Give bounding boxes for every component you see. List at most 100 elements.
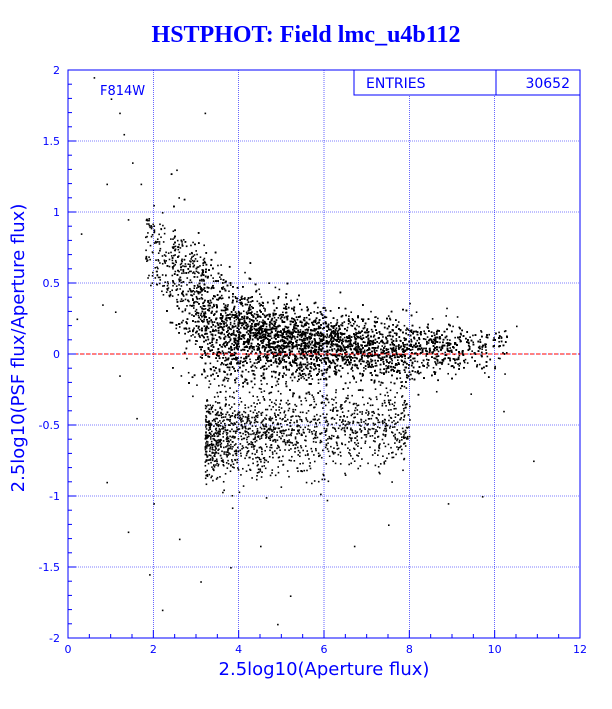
data-point-858	[269, 326, 271, 328]
data-point-978	[178, 197, 180, 199]
data-point-1036	[343, 321, 346, 323]
data-point-699	[279, 354, 282, 357]
data-point-894	[244, 341, 246, 344]
data-point-1080	[388, 317, 391, 320]
data-point-859	[377, 317, 379, 320]
data-point-59	[264, 310, 266, 312]
data-point-924	[282, 367, 285, 369]
data-point-382	[203, 316, 206, 319]
data-point-995	[321, 357, 324, 360]
data-point-633	[195, 295, 198, 298]
data-point-62	[393, 356, 396, 359]
data-point-339	[328, 342, 330, 344]
data-point-41	[376, 349, 378, 352]
data-point-1000	[340, 341, 343, 344]
data-point-333	[346, 326, 349, 329]
data-point-817	[325, 316, 328, 319]
data-point-536	[300, 377, 303, 379]
data-point-945	[294, 320, 297, 323]
data-point-136	[266, 332, 269, 334]
data-point-365	[209, 362, 212, 365]
data-point-803	[337, 369, 340, 372]
data-point-703	[233, 329, 235, 332]
data-point-162	[363, 349, 366, 352]
data-point-201	[328, 340, 330, 343]
data-point-1059	[228, 404, 230, 406]
data-point-593	[247, 371, 250, 373]
data-point-551	[220, 297, 223, 300]
data-point-820	[424, 333, 427, 335]
data-point-1085	[268, 341, 270, 344]
data-point-364	[180, 375, 183, 377]
data-point-1081	[253, 370, 255, 372]
data-point-951	[263, 350, 266, 352]
data-point-1086	[374, 347, 377, 349]
data-point-866	[434, 371, 437, 374]
data-point-619	[311, 378, 314, 380]
data-point-1023	[283, 360, 286, 363]
data-point-1077	[255, 313, 258, 316]
data-point-989	[249, 358, 251, 361]
data-point-412	[413, 338, 416, 340]
data-point-925	[300, 324, 303, 327]
data-point-735	[402, 361, 405, 364]
data-point-509	[349, 337, 351, 340]
data-point-801	[435, 390, 438, 393]
data-point-589	[229, 284, 232, 286]
data-point-578	[200, 296, 203, 299]
data-point-758	[242, 360, 245, 363]
data-point-988	[167, 287, 170, 289]
data-point-1068	[296, 346, 299, 348]
data-point-569	[247, 329, 249, 332]
data-point-900	[410, 338, 412, 341]
data-point-905	[416, 360, 419, 363]
data-point-38	[210, 345, 213, 347]
data-point-620	[398, 348, 400, 351]
data-point-745	[368, 362, 371, 364]
data-point-381	[202, 335, 205, 338]
data-point-24	[271, 370, 273, 373]
data-point-832	[178, 326, 181, 328]
data-point-492	[306, 322, 309, 325]
data-point-408	[446, 307, 448, 310]
data-point-166	[306, 345, 309, 348]
data-point-324	[263, 307, 265, 309]
data-point-1020	[277, 354, 279, 357]
data-point-1070	[281, 349, 284, 352]
data-point-933	[206, 343, 209, 345]
data-point-1074	[360, 318, 363, 320]
data-point-777	[207, 327, 210, 330]
data-point-239	[325, 336, 328, 339]
data-point-959	[217, 395, 219, 398]
data-point-911	[327, 328, 330, 331]
data-point-954	[260, 388, 262, 390]
data-point-35	[252, 321, 255, 323]
data-point-189	[278, 348, 280, 350]
data-point-413	[191, 259, 194, 262]
data-point-599	[271, 323, 274, 326]
data-point-701	[337, 336, 340, 339]
data-point-868	[211, 310, 213, 313]
data-point-448	[355, 381, 358, 383]
data-point-231	[230, 328, 232, 331]
data-point-984	[385, 371, 387, 374]
data-point-164	[375, 316, 377, 318]
data-point-404	[370, 343, 372, 346]
data-point-45	[357, 347, 359, 350]
data-point-912	[411, 362, 414, 365]
data-point-198	[194, 258, 197, 260]
data-point-929	[392, 368, 394, 371]
data-point-1032	[187, 271, 190, 274]
data-point-309	[331, 350, 334, 352]
data-point-768	[308, 335, 310, 338]
data-point-394	[256, 311, 258, 313]
data-point-576	[474, 352, 476, 354]
data-point-419	[236, 359, 238, 361]
data-point-727	[215, 372, 218, 374]
data-point-262	[211, 337, 214, 339]
data-point-732	[255, 289, 258, 292]
data-point-103	[419, 344, 422, 346]
data-point-563	[341, 356, 343, 358]
data-point-660	[211, 320, 213, 323]
